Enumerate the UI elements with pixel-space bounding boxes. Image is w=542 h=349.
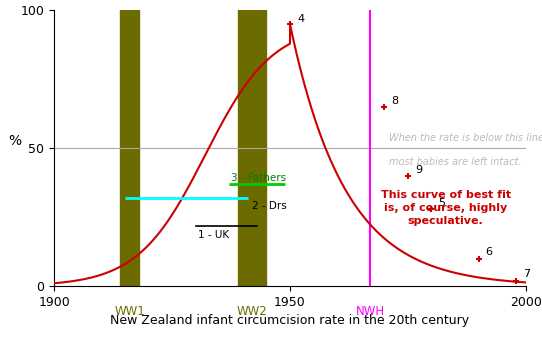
- Y-axis label: %: %: [9, 134, 22, 148]
- Text: 8: 8: [391, 96, 398, 106]
- X-axis label: New Zealand infant circumcision rate in the 20th century: New Zealand infant circumcision rate in …: [111, 314, 469, 327]
- Text: 5: 5: [438, 198, 446, 208]
- Text: NWH: NWH: [356, 305, 385, 319]
- Text: 3 - Fathers: 3 - Fathers: [231, 173, 286, 183]
- Text: WW1: WW1: [114, 305, 145, 319]
- Text: 7: 7: [524, 269, 531, 279]
- Text: 9: 9: [415, 164, 422, 174]
- Bar: [120, 10, 139, 286]
- Text: 1 - UK: 1 - UK: [198, 230, 229, 240]
- Text: 4: 4: [297, 14, 304, 24]
- Text: 2 - Drs: 2 - Drs: [252, 201, 287, 211]
- Text: This curve of best fit
is, of course, highly
speculative.: This curve of best fit is, of course, hi…: [380, 190, 511, 226]
- Bar: [238, 10, 267, 286]
- Text: When the rate is below this line,: When the rate is below this line,: [389, 133, 542, 143]
- Text: most babies are left intact.: most babies are left intact.: [389, 157, 521, 166]
- Text: WW2: WW2: [237, 305, 268, 319]
- Text: 6: 6: [486, 247, 493, 257]
